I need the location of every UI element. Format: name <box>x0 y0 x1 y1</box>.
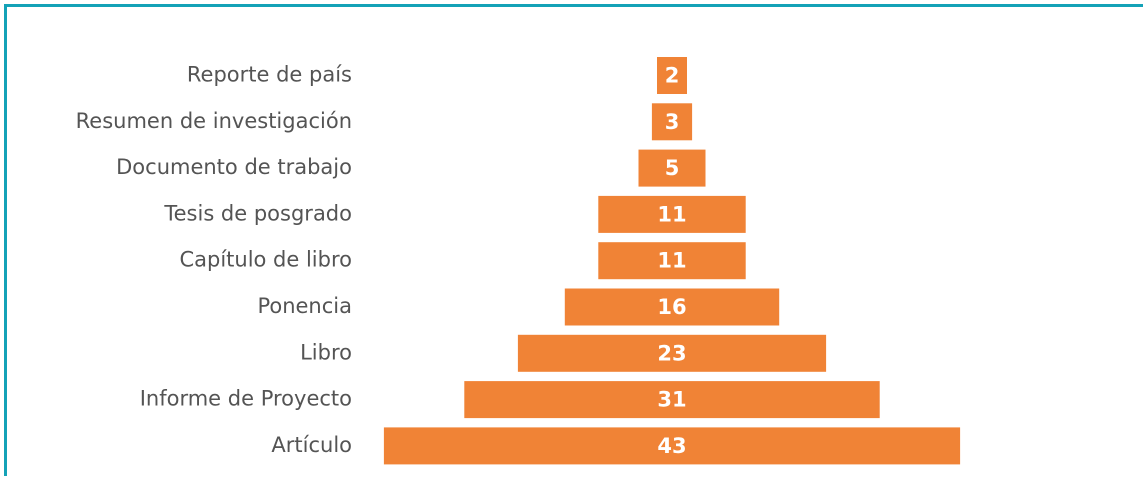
bar-4 <box>598 242 746 280</box>
category-label-5: Ponencia <box>257 294 352 318</box>
bar-6 <box>517 334 827 372</box>
value-label-2: 5 <box>665 156 680 180</box>
category-label-4: Capítulo de libro <box>179 248 352 272</box>
value-label-4: 11 <box>657 249 686 273</box>
value-label-1: 3 <box>665 110 680 134</box>
category-label-1: Resumen de investigación <box>76 109 352 133</box>
value-label-5: 16 <box>657 295 686 319</box>
category-label-3: Tesis de posgrado <box>163 201 352 225</box>
category-label-8: Artículo <box>271 433 352 457</box>
bar-8 <box>383 427 961 465</box>
value-label-0: 2 <box>665 64 680 88</box>
bar-7 <box>464 381 880 419</box>
category-label-7: Informe de Proyecto <box>140 387 352 411</box>
bar-1 <box>651 103 693 141</box>
value-label-7: 31 <box>657 388 686 412</box>
bar-3 <box>598 195 746 233</box>
category-label-0: Reporte de país <box>187 63 352 87</box>
bar-2 <box>638 149 706 187</box>
bar-5 <box>564 288 780 326</box>
value-label-8: 43 <box>657 434 686 458</box>
value-label-6: 23 <box>657 341 686 365</box>
category-label-6: Libro <box>300 340 352 364</box>
value-label-3: 11 <box>657 202 686 226</box>
bar-0 <box>657 57 687 94</box>
category-label-2: Documento de trabajo <box>116 155 352 179</box>
